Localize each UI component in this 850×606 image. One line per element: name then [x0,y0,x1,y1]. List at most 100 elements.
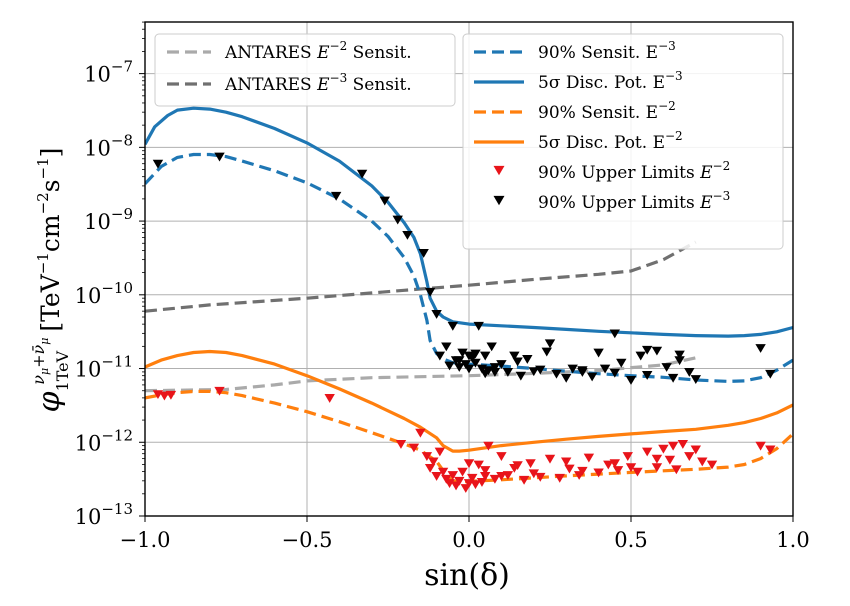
marker-ul_e3 [460,360,471,370]
marker-ul_e3 [489,368,501,377]
marker-ul_e3 [152,159,164,169]
marker-ul_e3 [755,344,766,353]
x-tick-label: 0.0 [452,528,485,552]
marker-ul_e3 [489,363,501,372]
legend-label-sens_e3: 90% Sensit. E−3 [538,39,676,63]
x-tick-label: 1.0 [776,528,809,552]
legend-label-antares_e3: ANTARES E−3 Sensit. [224,71,412,95]
marker-ul_e2 [667,441,679,451]
marker-ul_e3 [625,376,637,385]
marker-ul_e2 [467,473,478,483]
marker-ul_e3 [454,356,465,366]
marker-ul_e2 [421,452,433,462]
y-label-sup-plus: + [29,354,48,367]
legend-item-sens_e3: 90% Sensit. E−3 [474,39,676,63]
marker-ul_e3 [674,356,685,366]
y-label-unit-exp1: −1 [34,252,52,274]
legend-item-ul_e2: 90% Upper Limits E−2 [493,159,730,183]
y-label-unit-exp2: −2 [34,192,52,214]
marker-ul_e3 [480,351,491,361]
series-line-sens_e3 [145,152,793,383]
marker-ul_e3 [447,321,458,331]
marker-ul_e3 [502,368,514,377]
legend-item-ul_e3: 90% Upper Limits E−3 [493,189,730,213]
marker-ul_e2 [564,464,575,474]
y-tick-label: 10−7 [84,58,133,87]
y-label-phi: φ [32,391,67,412]
marker-ul_e2 [480,471,491,481]
marker-ul_e3 [609,329,620,339]
marker-ul_e2 [671,465,682,475]
y-label-sup-mu: μ [38,368,51,375]
marker-ul_e3 [463,364,475,374]
marker-ul_e2 [684,452,695,462]
marker-ul_e3 [586,372,598,382]
y-label-unit-close: ] [36,148,65,158]
marker-ul_e2 [651,463,663,473]
marker-ul_e3 [684,368,695,377]
marker-ul_e2 [690,445,701,455]
y-label-unit-s: s [36,179,65,192]
legend-item-sens_e2: 90% Sensit. E−2 [474,99,676,123]
y-axis-label: φ1TeVνμ+ν̄μ[TeV−1cm−2s−1] [29,148,72,413]
marker-ul_e3 [434,351,446,361]
marker-ul_e2 [609,459,620,469]
y-tick-label: 10−13 [75,500,133,529]
marker-ul_e3 [635,351,646,361]
marker-ul_e2 [593,468,604,478]
marker-ul_e3 [674,350,685,360]
series-line-disc_e2 [145,349,793,453]
marker-ul_e2 [706,460,718,470]
y-label-unit-exp3: −1 [34,157,52,179]
marker-ul_e2 [424,463,436,473]
marker-ul_e3 [444,361,455,371]
marker-ul_e2 [528,469,539,479]
legend-label-disc_e3: 5σ Disc. Pot. E−3 [538,69,683,93]
marker-ul_e2 [437,467,449,477]
x-tick-label: −0.5 [282,528,333,552]
marker-ul_e2 [577,466,588,476]
marker-ul_e2 [525,459,536,469]
marker-ul_e3 [661,363,672,372]
y-tick-label: 10−9 [84,205,133,234]
marker-ul_e3 [480,369,491,379]
marker-ul_e3 [642,370,653,380]
marker-ul_e2 [755,441,766,451]
marker-ul_e2 [612,466,624,475]
marker-ul_e3 [528,367,539,377]
y-tick-label: 10−10 [75,279,133,308]
marker-ul_e3 [535,365,546,375]
marker-ul_e2 [518,475,530,485]
marker-ul_e2 [554,473,565,483]
marker-ul_e2 [561,457,572,467]
legend-main: 90% Sensit. E−3 5σ Disc. Pot. E−3 90% Sens… [462,33,784,250]
marker-ul_e2 [632,467,643,477]
marker-ul_e2 [415,428,426,438]
marker-ul_e2 [489,474,501,484]
marker-ul_e3 [609,368,620,378]
legend-item-disc_e2: 5σ Disc. Pot. E−2 [474,129,683,153]
x-axis-label: sin(δ) [424,558,510,593]
marker-ul_e2 [463,459,475,469]
marker-ul_e3 [402,230,413,240]
marker-ul_e3 [599,364,611,374]
legend-swatch-ul_e2 [493,165,505,176]
marker-ul_e3 [330,191,342,201]
marker-ul_e3 [418,249,429,258]
marker-ul_e2 [431,471,442,481]
marker-ul_e3 [473,321,484,331]
marker-ul_e2 [408,443,420,453]
marker-ul_e3 [214,152,225,162]
y-tick-label: 10−12 [75,426,133,455]
marker-ul_e2 [603,460,614,470]
marker-ul_e3 [379,196,390,206]
marker-ul_e3 [441,342,452,352]
marker-ul_e2 [544,454,556,464]
marker-ul_e2 [447,471,458,480]
svg-text:φ1TeVνμ+ν̄μ[TeV−1cm−2s−1]: φ1TeVνμ+ν̄μ[TeV−1cm−2s−1] [29,148,72,413]
marker-ul_e2 [697,457,708,467]
y-label-sub: 1TeV [53,350,72,391]
marker-ul_e2 [473,460,484,470]
marker-ul_e3 [544,339,556,349]
x-tick-label: −1.0 [120,528,171,552]
